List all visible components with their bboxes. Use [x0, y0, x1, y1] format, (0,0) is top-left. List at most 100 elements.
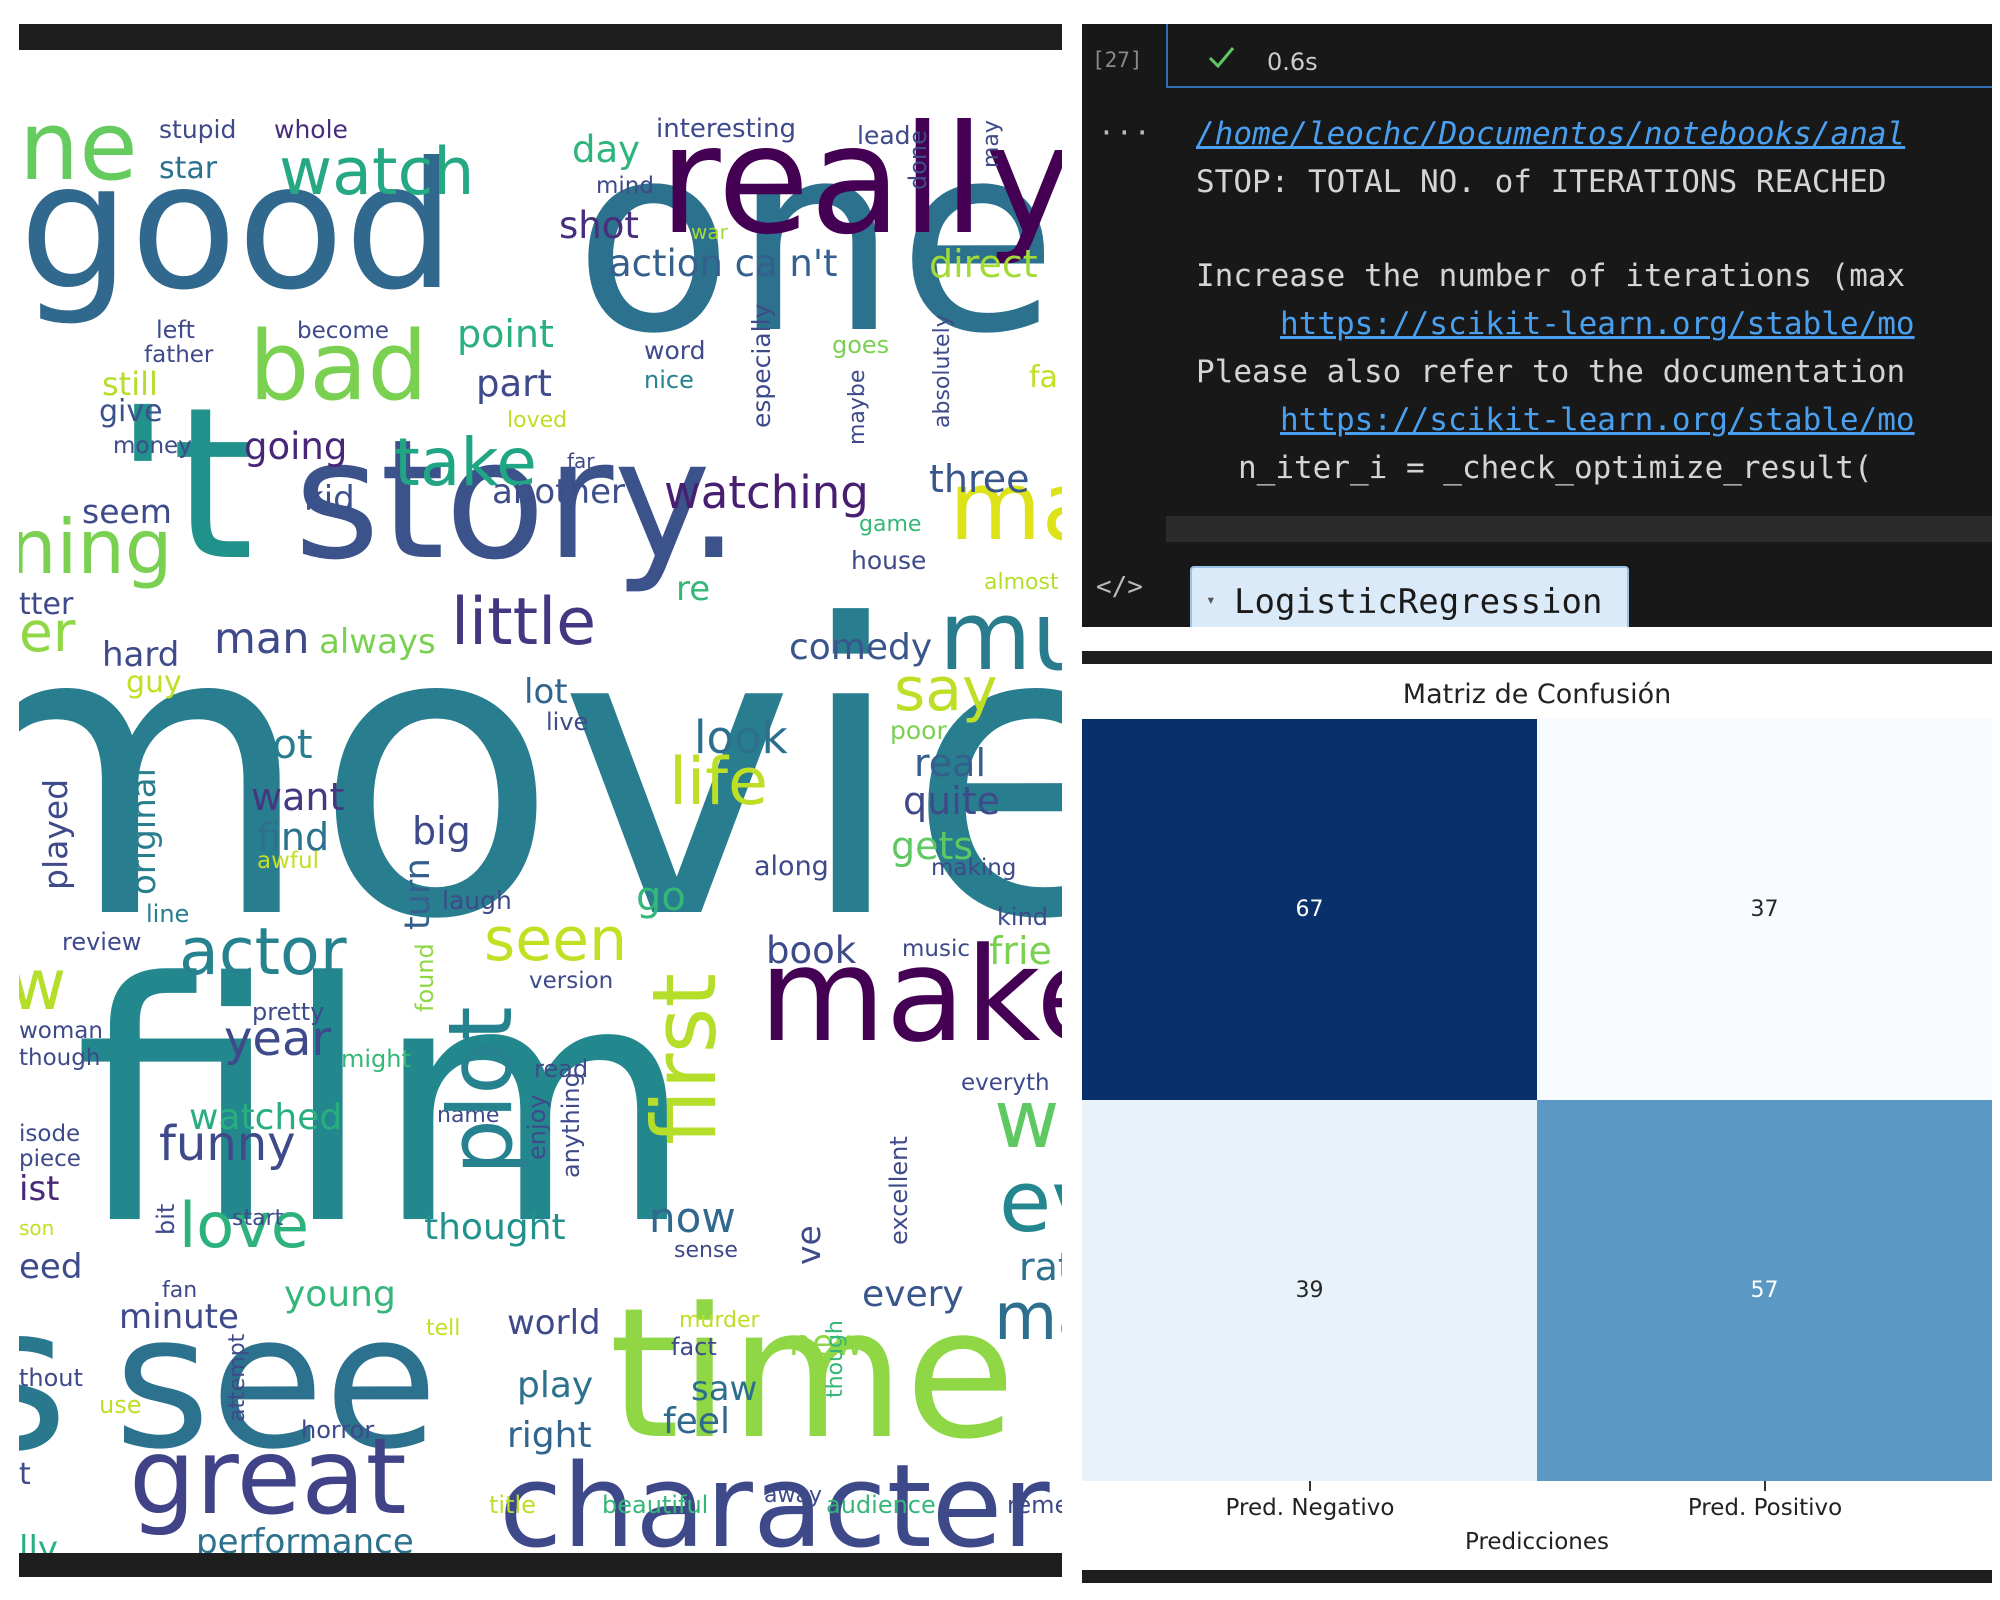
- word-cloud-word: ev: [999, 1153, 1062, 1252]
- word-cloud-word: woman: [19, 1018, 103, 1044]
- output-line-please: Please also refer to the documentation: [1196, 354, 1906, 390]
- word-cloud-word: turn: [398, 858, 438, 930]
- expand-caret-icon[interactable]: ▾: [1206, 590, 1216, 609]
- word-cloud-word: watching: [664, 466, 869, 519]
- word-cloud-word: fan: [162, 1278, 198, 1303]
- x-tick-mark: [1764, 1481, 1766, 1491]
- output-line-stop: STOP: TOTAL NO. of ITERATIONS REACHED: [1196, 164, 1887, 200]
- word-cloud-word: look: [694, 711, 788, 764]
- word-cloud-word: re: [676, 569, 711, 609]
- output-line-niter: n_iter_i = _check_optimize_result(: [1238, 450, 1873, 486]
- heatmap-value-label: 67: [1295, 897, 1324, 922]
- word-cloud-word: read: [534, 1055, 589, 1083]
- execution-time: 0.6s: [1267, 48, 1318, 76]
- warning-file-path-link[interactable]: /home/leochc/Documentos/notebooks/anal: [1196, 116, 1906, 152]
- word-cloud-word: time: [609, 1270, 1016, 1479]
- word-cloud-word: though: [19, 1045, 101, 1071]
- word-cloud-word: lly: [19, 1529, 59, 1553]
- word-cloud-word: say: [894, 655, 998, 725]
- more-actions-icon[interactable]: ···: [1098, 116, 1152, 149]
- word-cloud-word: new: [789, 1323, 864, 1364]
- word-cloud-word: especially: [747, 303, 776, 428]
- heatmap-value-label: 57: [1750, 1278, 1779, 1303]
- word-cloud-word: money: [113, 433, 192, 459]
- word-cloud-word: really: [659, 94, 1062, 268]
- word-cloud-word: plot: [429, 1006, 532, 1175]
- word-cloud-word: eed: [19, 1247, 83, 1287]
- word-cloud-word: funny: [159, 1116, 296, 1172]
- confusion-matrix-panel: Matriz de Confusión 67 37 39 57 Pred. Negat…: [1082, 651, 1992, 1583]
- word-cloud-word: start: [232, 1206, 284, 1231]
- word-cloud-word: going: [244, 425, 348, 468]
- word-cloud-word: action ca n't: [609, 242, 838, 285]
- word-cloud-word: done: [904, 130, 932, 190]
- word-cloud-word: one: [574, 89, 1058, 391]
- word-cloud-word: left: [156, 316, 195, 344]
- word-cloud-word: audience: [826, 1491, 936, 1519]
- word-cloud-word: hard: [102, 635, 180, 675]
- word-cloud-word: first: [633, 973, 736, 1145]
- word-cloud-word: young: [284, 1274, 396, 1315]
- word-cloud-word: man: [214, 614, 310, 664]
- horizontal-scrollbar[interactable]: [1166, 516, 1992, 542]
- word-cloud-word: murder: [679, 1308, 760, 1333]
- docs-link-1[interactable]: https://scikit-learn.org/stable/mo: [1280, 306, 1915, 342]
- word-cloud-word: thout: [19, 1364, 83, 1392]
- word-cloud-word: isode: [19, 1121, 81, 1147]
- word-cloud-word: live: [546, 708, 589, 736]
- word-cloud-word: comedy: [789, 627, 933, 668]
- word-cloud-word: far: [567, 449, 595, 473]
- word-cloud-word: give: [99, 394, 163, 429]
- execution-count: [27]: [1092, 48, 1143, 72]
- word-cloud-word: go: [636, 874, 686, 920]
- x-axis-label: Predicciones: [1464, 1529, 1610, 1555]
- word-cloud-word: horror: [301, 1416, 375, 1444]
- word-cloud-word: excellent: [885, 1136, 913, 1245]
- word-cloud-word: tter: [19, 587, 74, 622]
- word-cloud-word: mind: [596, 173, 654, 199]
- word-cloud-word: attempt: [225, 1333, 250, 1422]
- word-cloud-word: interesting: [656, 114, 796, 144]
- word-cloud-word: year: [224, 1011, 332, 1067]
- word-cloud-word: rat: [1019, 1245, 1062, 1289]
- word-cloud-word: seem: [82, 492, 172, 531]
- word-cloud-word: ning: [19, 503, 173, 591]
- word-cloud-word: title: [489, 1491, 536, 1519]
- word-cloud-word: always: [319, 622, 436, 662]
- word-cloud-word: gets: [891, 824, 974, 868]
- word-cloud-word: actor: [179, 915, 347, 990]
- word-cloud-word: absolutely: [930, 314, 955, 428]
- word-cloud-word: use: [99, 1391, 142, 1419]
- word-cloud-word: t: [19, 1457, 31, 1492]
- word-cloud: moviefilmonestory.'tsee'sgoodtimereallym…: [19, 50, 1062, 1553]
- word-cloud-word: laugh: [442, 886, 512, 915]
- word-cloud-word: goes: [832, 331, 890, 359]
- word-cloud-word: found: [411, 943, 439, 1012]
- word-cloud-word: played: [36, 778, 75, 890]
- word-cloud-word: version: [529, 968, 614, 994]
- word-cloud-word: ma: [949, 452, 1062, 562]
- word-cloud-word: though: [823, 1320, 848, 1398]
- docs-link-2[interactable]: https://scikit-learn.org/stable/mo: [1280, 402, 1915, 438]
- word-cloud-word: everyth: [961, 1070, 1050, 1096]
- word-cloud-word: poor: [890, 716, 947, 745]
- word-cloud-word: making: [931, 855, 1017, 881]
- word-cloud-word: house: [851, 546, 927, 575]
- word-cloud-word: story.: [294, 404, 741, 596]
- word-cloud-word: bad: [249, 312, 428, 422]
- word-cloud-word: kind: [997, 903, 1049, 931]
- word-cloud-word: nice: [644, 366, 694, 394]
- estimator-repr-box[interactable]: ▾ LogisticRegression: [1190, 566, 1629, 627]
- word-cloud-word: anything: [557, 1072, 585, 1178]
- word-cloud-word: quite: [903, 779, 1001, 823]
- word-cloud-word: got: [247, 722, 313, 768]
- heatmap-grid: 67 37 39 57: [1082, 719, 1992, 1481]
- word-cloud-word: watched: [189, 1097, 343, 1138]
- notebook-cell-output: [27] 0.6s ··· /home/leochc/Documentos/no…: [1082, 24, 1992, 627]
- word-cloud-word: frie: [989, 929, 1052, 973]
- cell-focus-border: [1166, 24, 1992, 88]
- word-cloud-word: piece: [19, 1146, 81, 1172]
- chart-title: Matriz de Confusión: [1402, 679, 1672, 710]
- code-icon[interactable]: </>: [1096, 572, 1143, 602]
- word-cloud-word: bit: [152, 1203, 180, 1235]
